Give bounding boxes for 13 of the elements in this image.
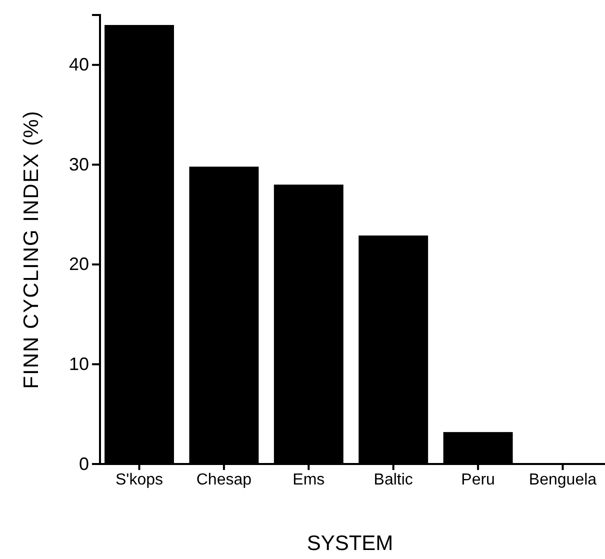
y-tick-label: 30 — [68, 154, 89, 174]
x-tick-label: Chesap — [196, 471, 252, 488]
x-tick-label: Baltic — [374, 471, 413, 488]
x-tick-label: S'kops — [116, 471, 164, 488]
x-tick-label: Ems — [292, 471, 325, 488]
x-axis-title: SYSTEM — [306, 532, 394, 555]
y-tick-label: 20 — [68, 254, 89, 274]
y-tick-label: 10 — [68, 354, 89, 374]
x-tick-label: Peru — [461, 471, 495, 488]
y-axis-title: FINN CYCLING INDEX (%) — [20, 110, 43, 389]
x-tick-label: Benguela — [528, 471, 597, 488]
y-tick-label: 40 — [68, 54, 89, 75]
y-tick-label: 0 — [78, 454, 89, 474]
